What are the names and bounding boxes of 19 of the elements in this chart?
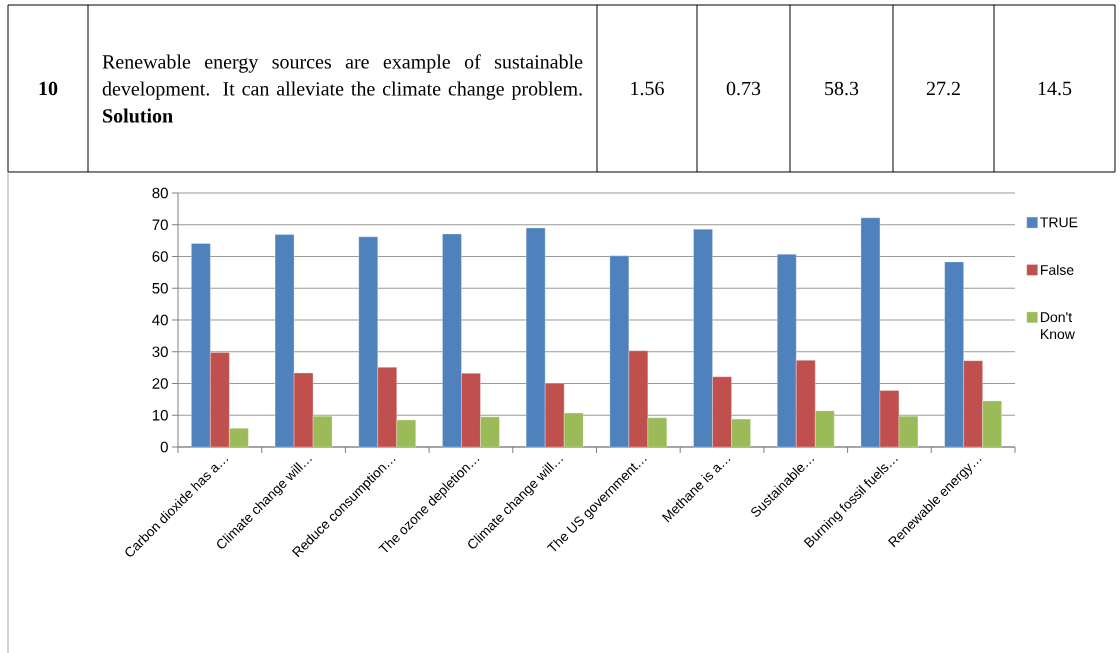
y-tick-label: 20 [152,378,168,389]
text: 10 [39,81,58,96]
y-tick-label: 10 [152,409,168,421]
legend-label: TRUE [1040,217,1078,228]
legend-label: Don't Know [1041,312,1075,340]
y-tick-label: 50 [152,282,168,294]
text: Renewable energy sources are example of sustainable development. It can alleviate the climate change problem. Solution [102,54,583,123]
text: 27.2 [926,81,960,96]
y-tick-label: 30 [152,346,168,358]
y-tick-label: 60 [152,251,168,262]
y-tick-label: 40 [152,314,168,326]
legend-label: False [1041,264,1074,275]
text: 14.5 [1038,81,1072,96]
y-tick-label: 80 [152,187,168,199]
text: 58.3 [825,81,859,96]
y-tick-label: 0 [160,441,168,453]
y-tick-label: 70 [152,219,168,231]
text: 1.56 [631,81,664,96]
text: 0.73 [726,81,761,96]
